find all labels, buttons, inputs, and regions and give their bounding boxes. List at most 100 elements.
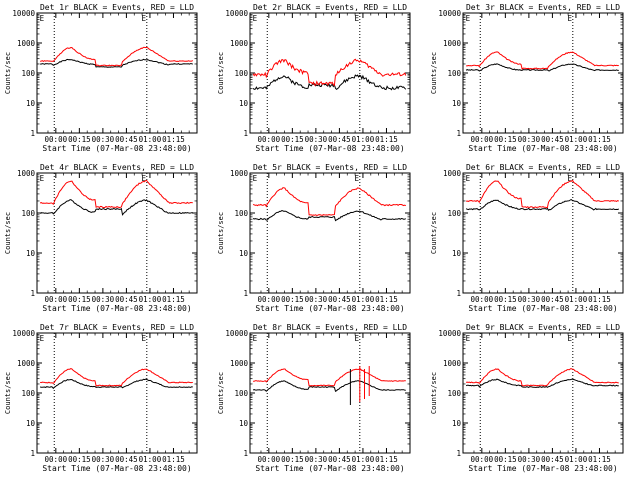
x-tick-label: 00:00 bbox=[45, 295, 68, 304]
y-tick-label: 1 bbox=[30, 449, 35, 458]
x-tick-label: 00:15 bbox=[281, 135, 304, 144]
x-axis-label: Start Time (07-Mar-08 23:48:00) bbox=[468, 304, 617, 313]
x-tick-label: 00:30 bbox=[92, 135, 115, 144]
x-tick-label: 01:00 bbox=[139, 295, 162, 304]
y-axis-label: Counts/sec bbox=[4, 52, 12, 94]
series-lld-line bbox=[39, 368, 193, 387]
panel-title: Det 9r BLACK = Events, RED = LLD bbox=[466, 323, 620, 332]
y-axis-label: Counts/sec bbox=[430, 372, 438, 414]
x-tick-label: 00:00 bbox=[258, 295, 281, 304]
y-tick-label: 100 bbox=[21, 389, 35, 398]
y-tick-label: 10 bbox=[452, 99, 462, 108]
panel-title: Det 3r BLACK = Events, RED = LLD bbox=[466, 3, 620, 12]
x-tick-label: 00:30 bbox=[518, 295, 541, 304]
y-tick-label: 1000 bbox=[230, 39, 249, 48]
x-tick-label: 00:15 bbox=[494, 295, 517, 304]
x-tick-label: 00:00 bbox=[471, 455, 494, 464]
x-tick-label: 00:45 bbox=[541, 455, 564, 464]
x-tick-label: 01:15 bbox=[588, 295, 611, 304]
y-tick-label: 1 bbox=[456, 289, 461, 298]
x-tick-label: 01:15 bbox=[588, 455, 611, 464]
x-tick-label: 00:45 bbox=[115, 135, 138, 144]
series-lld-line bbox=[253, 368, 406, 387]
series-lld-line bbox=[39, 179, 193, 209]
y-tick-label: 1 bbox=[30, 289, 35, 298]
chart-panel: Det 2r BLACK = Events, RED = LLD 1 10 100 10… bbox=[217, 3, 411, 153]
series-lld-line bbox=[465, 368, 619, 387]
eclipse-marker: E bbox=[40, 334, 45, 343]
plot-frame bbox=[462, 12, 624, 134]
plot-frame bbox=[36, 12, 198, 134]
x-tick-label: 00:30 bbox=[305, 135, 328, 144]
chart-panel: Det 7r BLACK = Events, RED = LLD 1 10 100 10… bbox=[4, 323, 198, 473]
x-tick-label: 01:00 bbox=[565, 455, 588, 464]
y-tick-label: 100 bbox=[21, 209, 35, 218]
chart-panel: Det 1r BLACK = Events, RED = LLD 1 10 100 10… bbox=[4, 3, 198, 153]
plot-frame bbox=[249, 172, 411, 294]
y-tick-label: 10 bbox=[239, 419, 249, 428]
y-tick-label: 100 bbox=[234, 209, 248, 218]
series-events-line bbox=[40, 58, 194, 68]
chart-panel: Det 8r BLACK = Events, RED = LLD 1 10 100 10… bbox=[217, 323, 411, 473]
x-tick-label: 01:00 bbox=[139, 135, 162, 144]
y-axis-label: Counts/sec bbox=[430, 52, 438, 94]
y-axis-label: Counts/sec bbox=[217, 372, 225, 414]
series-events-line bbox=[39, 378, 193, 390]
eclipse-marker: E bbox=[466, 334, 471, 343]
x-tick-label: 01:15 bbox=[375, 135, 398, 144]
x-tick-label: 00:15 bbox=[281, 455, 304, 464]
eclipse-marker: E bbox=[253, 14, 258, 23]
chart-panel: Det 4r BLACK = Events, RED = LLD 1 10 100 10… bbox=[4, 163, 198, 313]
y-tick-label: 100 bbox=[447, 209, 461, 218]
y-tick-label: 10 bbox=[26, 419, 36, 428]
y-axis-label: Counts/sec bbox=[4, 212, 12, 254]
eclipse-marker: E bbox=[40, 14, 45, 23]
y-tick-label: 10 bbox=[26, 99, 36, 108]
y-tick-label: 100 bbox=[21, 69, 35, 78]
panel-title: Det 1r BLACK = Events, RED = LLD bbox=[40, 3, 194, 12]
x-axis-label: Start Time (07-Mar-08 23:48:00) bbox=[255, 144, 404, 153]
chart-panel: Det 5r BLACK = Events, RED = LLD 1 10 100 10… bbox=[217, 163, 411, 313]
series-events-line bbox=[39, 199, 193, 216]
eclipse-marker: E bbox=[142, 334, 147, 343]
x-tick-label: 00:45 bbox=[328, 455, 351, 464]
x-tick-label: 01:00 bbox=[352, 135, 375, 144]
y-tick-label: 10 bbox=[239, 249, 249, 258]
series-events-line bbox=[252, 380, 406, 393]
y-axis-label: Counts/sec bbox=[217, 212, 225, 254]
y-tick-label: 10 bbox=[452, 249, 462, 258]
x-tick-label: 00:15 bbox=[68, 135, 91, 144]
x-tick-label: 00:45 bbox=[115, 455, 138, 464]
x-axis-label: Start Time (07-Mar-08 23:48:00) bbox=[468, 144, 617, 153]
panel-title: Det 7r BLACK = Events, RED = LLD bbox=[40, 323, 194, 332]
series-lld-line bbox=[466, 51, 619, 70]
panel-title: Det 5r BLACK = Events, RED = LLD bbox=[253, 163, 407, 172]
y-tick-label: 1000 bbox=[17, 39, 36, 48]
y-tick-label: 1000 bbox=[230, 169, 249, 178]
x-tick-label: 00:15 bbox=[281, 295, 304, 304]
x-tick-label: 01:00 bbox=[352, 295, 375, 304]
y-tick-label: 1000 bbox=[17, 359, 36, 368]
eclipse-marker: E bbox=[142, 14, 147, 23]
y-tick-label: 100 bbox=[234, 389, 248, 398]
eclipse-marker: E bbox=[466, 174, 471, 183]
series-lld-line bbox=[252, 187, 406, 217]
series-events-line bbox=[252, 74, 407, 91]
x-tick-label: 00:30 bbox=[518, 455, 541, 464]
eclipse-marker: E bbox=[568, 334, 573, 343]
x-axis-label: Start Time (07-Mar-08 23:48:00) bbox=[42, 464, 191, 473]
y-tick-label: 1000 bbox=[230, 359, 249, 368]
eclipse-marker: E bbox=[142, 174, 147, 183]
panel-title: Det 6r BLACK = Events, RED = LLD bbox=[466, 163, 620, 172]
y-tick-label: 10000 bbox=[225, 9, 248, 18]
eclipse-marker: E bbox=[568, 174, 573, 183]
y-axis-label: Counts/sec bbox=[430, 212, 438, 254]
y-tick-label: 10000 bbox=[12, 9, 35, 18]
y-tick-label: 1 bbox=[456, 129, 461, 138]
x-tick-label: 00:00 bbox=[45, 135, 68, 144]
x-tick-label: 00:00 bbox=[471, 135, 494, 144]
panel-title: Det 8r BLACK = Events, RED = LLD bbox=[253, 323, 407, 332]
series-events-line bbox=[465, 199, 620, 212]
x-tick-label: 01:15 bbox=[375, 455, 398, 464]
plot-frame bbox=[36, 332, 198, 454]
